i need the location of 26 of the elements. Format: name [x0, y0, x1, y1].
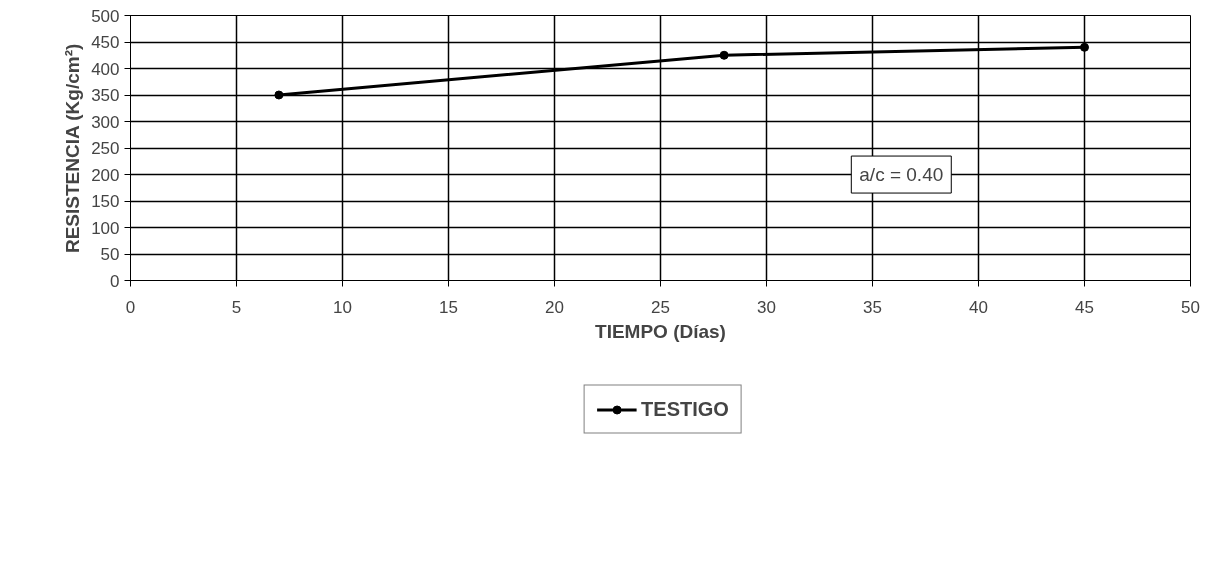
y-tick-label: 400: [91, 59, 120, 79]
x-tick-label: 0: [125, 297, 136, 317]
x-tick-label: 30: [757, 297, 776, 317]
x-tick-label: 40: [969, 297, 988, 317]
x-tick-label: 45: [1075, 297, 1094, 317]
y-tick-label: 300: [91, 112, 120, 132]
x-tick-label: 50: [1181, 297, 1200, 317]
x-axis-title: TIEMPO (Días): [595, 320, 726, 342]
y-tick-label: 50: [100, 245, 120, 264]
y-tick-label: 150: [91, 192, 120, 211]
y-tick-label: 100: [91, 218, 120, 238]
legend-label: TESTIGO: [641, 397, 729, 421]
x-tick-label: 10: [333, 297, 352, 317]
y-tick-label: 200: [91, 165, 120, 185]
x-tick-label: 25: [651, 297, 670, 317]
x-tick-label: 15: [439, 297, 458, 317]
y-tick-label: 500: [91, 6, 120, 26]
x-tick-label: 5: [231, 297, 242, 317]
x-tick-label: 20: [545, 297, 564, 317]
x-tick-label: 35: [863, 297, 882, 317]
y-tick-label: 0: [110, 271, 120, 291]
y-tick-label: 350: [91, 86, 120, 105]
annotation: a/c = 0.40: [859, 164, 944, 186]
y-tick-label: 250: [91, 139, 120, 158]
y-axis-title: RESISTENCIA (Kg/cm²): [62, 43, 84, 254]
y-tick-label: 450: [91, 33, 120, 52]
